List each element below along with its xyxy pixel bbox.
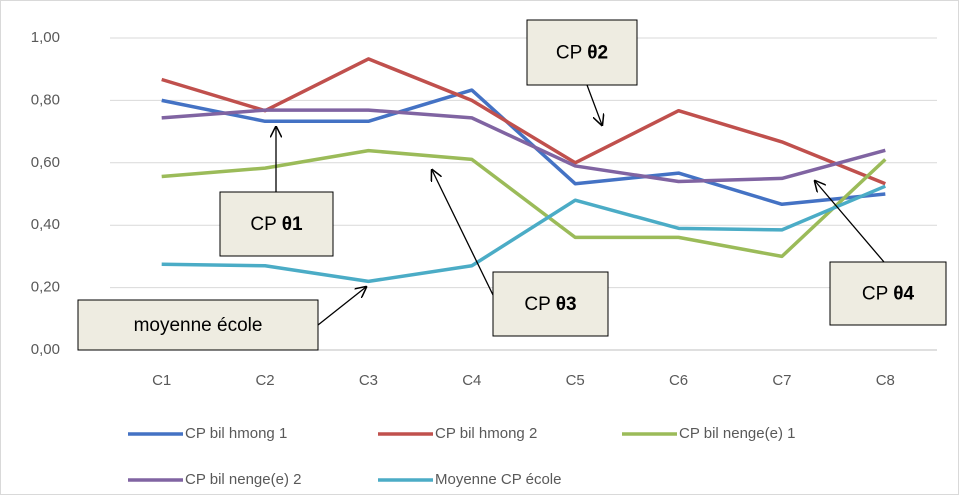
- legend-label: Moyenne CP école: [435, 471, 561, 488]
- callout-label: CP: [250, 214, 281, 235]
- callout-theta: θ3: [556, 294, 577, 315]
- callout-text: CP θ3: [524, 294, 576, 315]
- series-line: [161, 108, 886, 184]
- x-tick-label: C6: [669, 372, 688, 389]
- y-tick-label: 1,00: [31, 29, 60, 46]
- x-tick-label: C2: [255, 372, 274, 389]
- legend-label: CP bil nenge(e) 1: [679, 425, 795, 442]
- callout-theta: θ2: [587, 43, 608, 64]
- callout-box: [219, 191, 334, 257]
- series-line: [161, 57, 886, 186]
- callout-box: [829, 261, 947, 326]
- callout-arrow: [815, 181, 885, 263]
- callout-label: CP: [862, 284, 893, 305]
- callout-label: CP: [556, 43, 587, 64]
- callout-text: moyenne école: [134, 315, 263, 336]
- callout-text: CP θ4: [862, 284, 915, 305]
- x-tick-label: C5: [566, 372, 585, 389]
- legend-label: CP bil hmong 1: [185, 425, 287, 442]
- y-tick-label: 0,80: [31, 91, 60, 108]
- callout-text: CP θ2: [556, 43, 608, 64]
- callout-arrow: [317, 287, 366, 326]
- series-line: [161, 88, 886, 207]
- callout-arrow: [432, 170, 494, 296]
- x-tick-label: C4: [462, 372, 481, 389]
- y-tick-label: 0,40: [31, 216, 60, 233]
- x-tick-label: C3: [359, 372, 378, 389]
- y-tick-label: 0,20: [31, 279, 60, 296]
- x-tick-label: C7: [772, 372, 791, 389]
- x-tick-label: C8: [876, 372, 895, 389]
- callout-arrow: [586, 84, 602, 125]
- legend-label: CP bil nenge(e) 2: [185, 471, 301, 488]
- callout-text: CP θ1: [250, 214, 303, 235]
- series-line: [161, 148, 887, 259]
- series-line: [161, 184, 886, 284]
- callout-theta: θ4: [893, 284, 914, 305]
- x-tick-label: C1: [152, 372, 171, 389]
- legend-label: CP bil hmong 2: [435, 425, 537, 442]
- callout-box: [77, 299, 319, 351]
- y-tick-label: 0,60: [31, 154, 60, 171]
- y-tick-label: 0,00: [31, 341, 60, 358]
- callout-label: CP: [524, 294, 555, 315]
- callout-box: [492, 271, 609, 337]
- callout-label: moyenne école: [134, 315, 263, 336]
- callout-box: [526, 19, 638, 86]
- callout-theta: θ1: [282, 214, 303, 235]
